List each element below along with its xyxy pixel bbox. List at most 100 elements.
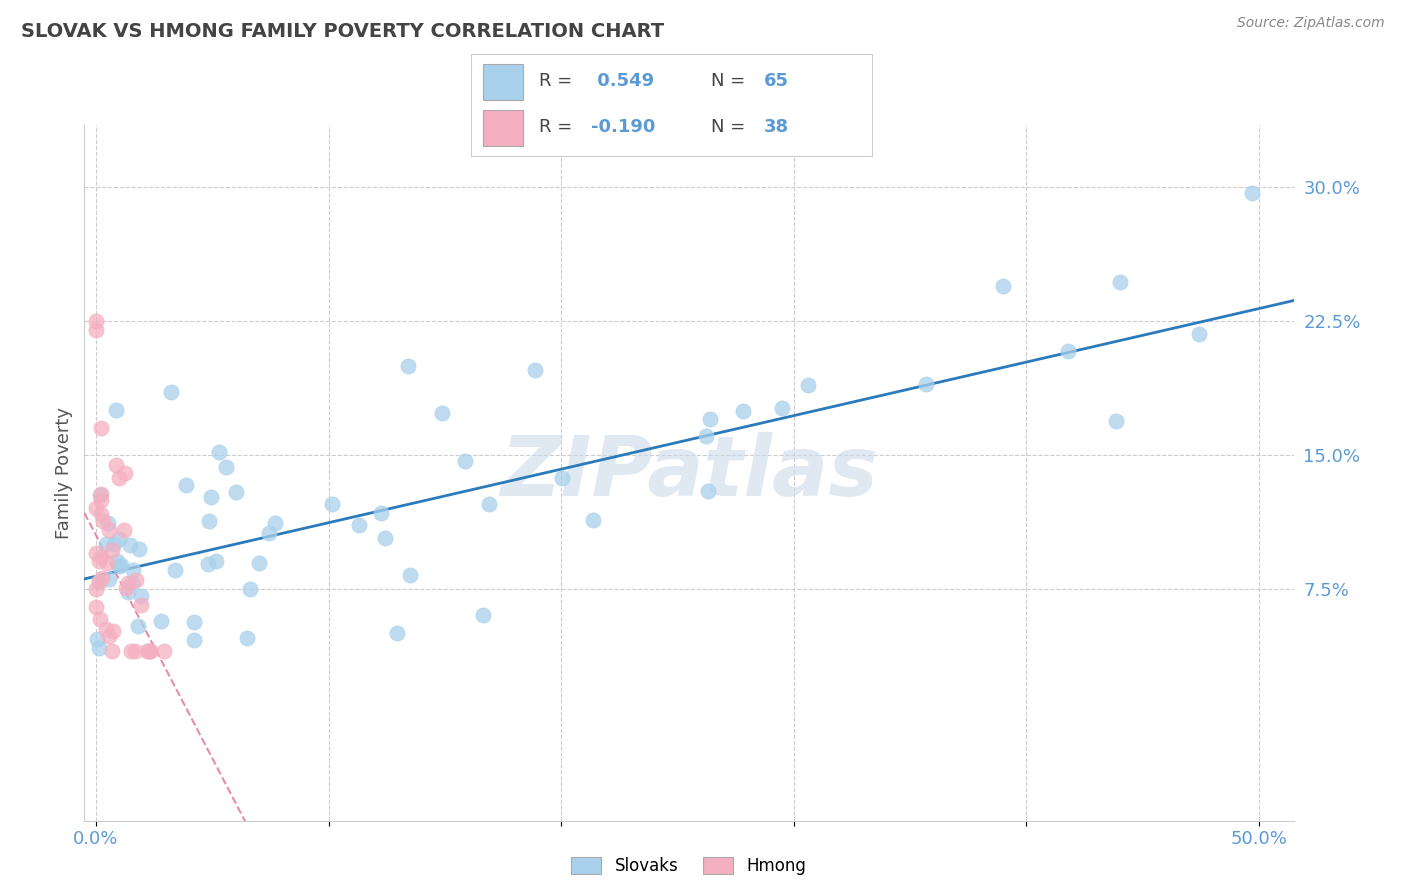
Point [138,644,160,658]
Point [84,501,107,516]
Text: 0.549: 0.549 [592,72,654,90]
Point [183,633,205,648]
Point [582,513,605,527]
Point [105,403,128,417]
Point [430,405,453,419]
Point [128,541,150,556]
Text: R =: R = [538,119,578,136]
Point [107,471,129,485]
Point [387,626,409,640]
Point [84,314,107,328]
Point [374,531,396,545]
Text: SLOVAK VS HMONG FAMILY POVERTY CORRELATION CHART: SLOVAK VS HMONG FAMILY POVERTY CORRELATI… [21,22,664,41]
Point [197,557,219,571]
Point [121,576,143,591]
Point [114,467,136,481]
Point [118,538,141,552]
Point [160,385,183,400]
Point [454,453,477,467]
Point [259,526,281,541]
Point [90,492,112,507]
Point [239,582,262,597]
Point [90,421,112,435]
Point [105,553,128,567]
FancyBboxPatch shape [484,64,523,100]
Point [97,629,120,643]
Point [733,403,755,417]
Point [89,574,111,588]
Point [138,644,160,658]
Point [112,523,135,537]
Point [264,516,287,530]
Point [770,401,793,416]
Point [699,412,721,426]
Point [183,615,205,629]
Point [90,507,112,521]
Point [84,323,107,337]
Point [90,549,112,564]
Point [347,518,370,533]
FancyBboxPatch shape [484,110,523,145]
Point [1240,186,1263,200]
Point [321,498,343,512]
Point [110,558,132,572]
Point [120,644,142,658]
Point [163,563,186,577]
Text: N =: N = [711,72,751,90]
Point [370,507,392,521]
Point [117,584,139,599]
Point [101,644,124,658]
Point [993,279,1015,293]
Point [97,516,120,530]
Point [236,631,259,645]
Point [797,377,820,392]
Point [129,598,152,612]
Point [471,608,494,623]
Point [127,619,149,633]
Point [225,484,247,499]
Point [247,556,270,570]
Text: 65: 65 [763,72,789,90]
Point [150,614,173,628]
Point [399,567,422,582]
Point [89,488,111,502]
Point [1057,344,1080,359]
Point [87,574,110,589]
Point [108,532,131,546]
Point [91,514,114,528]
Text: ZIPatlas: ZIPatlas [501,433,877,513]
Point [198,514,221,528]
Point [176,478,198,492]
Point [105,458,128,472]
Point [108,558,131,573]
Legend: Slovaks, Hmong: Slovaks, Hmong [565,850,813,882]
Text: N =: N = [711,119,751,136]
Point [478,497,501,511]
Text: Source: ZipAtlas.com: Source: ZipAtlas.com [1237,16,1385,30]
Text: 38: 38 [763,119,789,136]
Point [215,460,238,475]
Point [117,575,139,590]
Y-axis label: Family Poverty: Family Poverty [55,407,73,539]
Point [131,589,153,603]
Point [138,644,160,658]
Point [204,554,226,568]
Point [124,644,146,658]
Text: -0.190: -0.190 [592,119,655,136]
Point [96,557,118,571]
Point [89,612,111,626]
Text: R =: R = [538,72,578,90]
Point [122,563,145,577]
Point [84,599,107,614]
Point [200,490,222,504]
Point [153,644,176,658]
Point [1188,326,1211,341]
Point [84,546,107,560]
Point [695,429,717,443]
Point [208,445,231,459]
Point [89,641,111,656]
Point [396,359,419,373]
Point [125,573,148,587]
Point [915,377,938,392]
Point [97,523,120,537]
